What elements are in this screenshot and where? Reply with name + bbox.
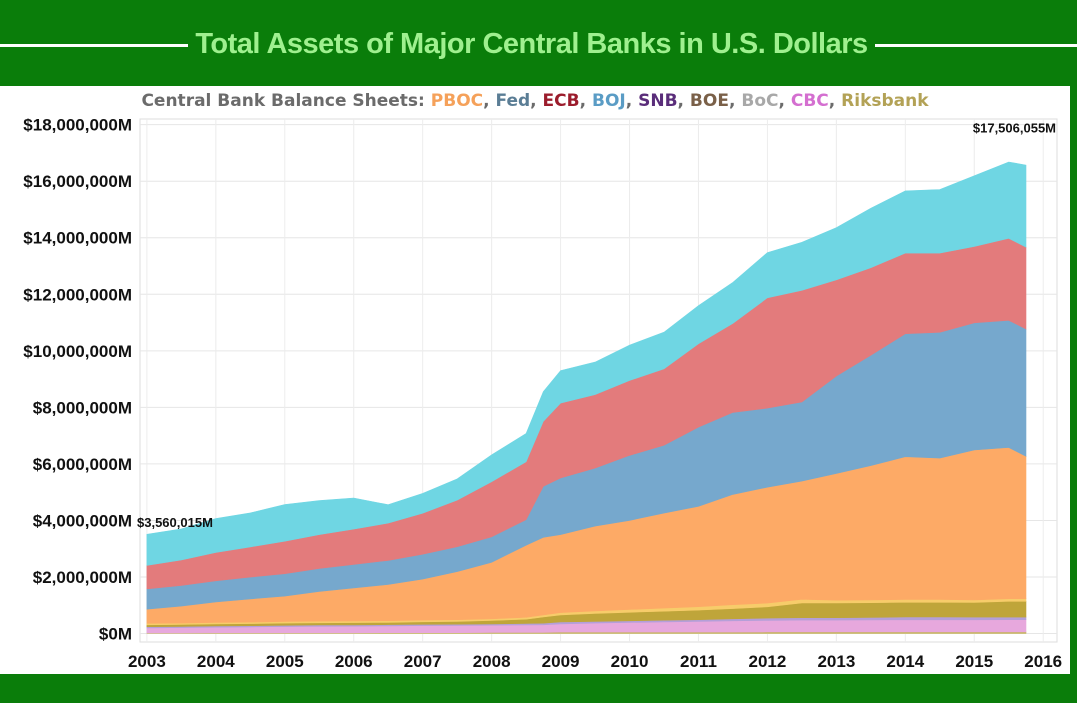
- legend-separator: ,: [728, 91, 736, 111]
- subtitle-prefix: Central Bank Balance Sheets:: [141, 91, 425, 111]
- y-tick-label: $8,000,000M: [33, 398, 132, 417]
- legend-separator: ,: [677, 91, 685, 111]
- chart-panel: Central Bank Balance Sheets: PBOC, Fed, …: [0, 86, 1070, 674]
- legend-item-boj: BOJ: [586, 91, 626, 111]
- chart-subtitle: Central Bank Balance Sheets: PBOC, Fed, …: [0, 91, 1070, 111]
- legend: PBOC, Fed, ECB, BOJ, SNB, BOE, BoC, CBC,…: [431, 91, 929, 111]
- x-tick-label: 2009: [542, 652, 580, 671]
- x-tick-label: 2015: [955, 652, 993, 671]
- y-tick-label: $0M: [99, 625, 132, 644]
- legend-item-fed: Fed: [489, 91, 531, 111]
- header-banner: Total Assets of Major Central Banks in U…: [0, 0, 1077, 86]
- x-tick-label: 2013: [817, 652, 855, 671]
- x-tick-label: 2011: [680, 652, 717, 671]
- data-label: $17,506,055M: [973, 121, 1056, 136]
- legend-separator: ,: [828, 91, 836, 111]
- y-tick-label: $18,000,000M: [23, 116, 132, 135]
- x-tick-label: 2006: [335, 652, 373, 671]
- area-boj: [146, 161, 1027, 566]
- x-tick-label: 2004: [197, 652, 235, 671]
- legend-separator: ,: [483, 91, 490, 111]
- y-tick-label: $4,000,000M: [33, 511, 132, 530]
- y-tick-label: $14,000,000M: [23, 229, 132, 248]
- x-tick-label: 2003: [128, 652, 166, 671]
- x-tick-label: 2014: [886, 652, 924, 671]
- legend-item-pboc: PBOC: [430, 91, 484, 111]
- legend-separator: ,: [530, 91, 537, 111]
- x-tick-label: 2016: [1024, 652, 1062, 671]
- x-tick-label: 2010: [611, 652, 649, 671]
- data-label: $3,560,015M: [137, 515, 213, 530]
- legend-item-cbc: CBC: [784, 91, 829, 111]
- y-tick-label: $16,000,000M: [23, 172, 132, 191]
- legend-separator: ,: [778, 91, 785, 111]
- page-title: Total Assets of Major Central Banks in U…: [195, 28, 868, 60]
- legend-item-snb: SNB: [632, 91, 678, 111]
- title-rule-right: [875, 44, 1077, 47]
- y-tick-label: $10,000,000M: [23, 342, 132, 361]
- y-tick-label: $12,000,000M: [23, 285, 132, 304]
- x-tick-label: 2007: [404, 652, 442, 671]
- legend-item-ecb: ECB: [536, 91, 580, 111]
- y-tick-label: $2,000,000M: [33, 568, 132, 587]
- legend-item-riksbank: Riksbank: [835, 91, 929, 111]
- legend-item-boc: BoC: [735, 91, 779, 111]
- x-tick-label: 2008: [473, 652, 511, 671]
- legend-separator: ,: [579, 91, 587, 111]
- stacked-area-chart: $0M $2,000,000M $4,000,000M $6,000,000M $8,0…: [23, 116, 1062, 671]
- y-tick-label: $6,000,000M: [33, 455, 132, 474]
- title-rule-left: [0, 44, 188, 47]
- x-tick-label: 2012: [749, 652, 787, 671]
- legend-item-boe: BOE: [684, 91, 729, 111]
- x-tick-label: 2005: [266, 652, 304, 671]
- legend-separator: ,: [625, 91, 633, 111]
